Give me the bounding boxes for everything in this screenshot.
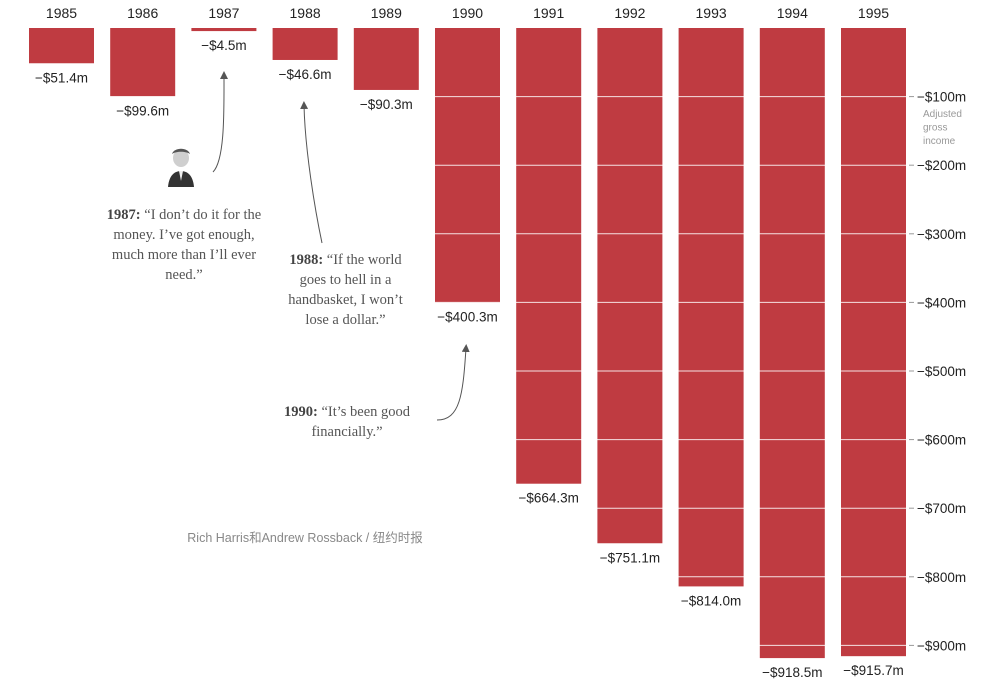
annotation-arrow-1987 xyxy=(212,71,229,173)
value-label-1987: −$4.5m xyxy=(201,38,246,53)
value-label-1994: −$918.5m xyxy=(762,665,822,680)
year-label-1995: 1995 xyxy=(858,5,889,21)
year-label-1990: 1990 xyxy=(452,5,483,21)
bar-1988 xyxy=(272,28,338,60)
y-tick-label: −$200m xyxy=(917,158,966,173)
y-tick-label: −$800m xyxy=(917,570,966,585)
year-label-1988: 1988 xyxy=(290,5,321,21)
annotation-1990: 1990: “It’s been good financially.” xyxy=(272,402,422,442)
y-tick-label: −$900m xyxy=(917,638,966,653)
bar-1989 xyxy=(353,28,419,90)
bar-1995 xyxy=(841,28,906,657)
value-label-1995: −$915.7m xyxy=(843,663,903,678)
year-label-1985: 1985 xyxy=(46,5,77,21)
bar-1993 xyxy=(678,28,744,587)
annotation-1990-year: 1990: xyxy=(283,404,318,420)
portrait-illustration xyxy=(168,148,194,187)
credit-line: Rich Harris和Andrew Rossback / 纽约时报 xyxy=(187,531,423,545)
bar-1985 xyxy=(29,28,94,64)
annotation-1990-text: “It’s been good financially.” xyxy=(311,404,411,440)
y-tick-label: −$500m xyxy=(917,364,966,379)
bar-1992 xyxy=(597,28,663,544)
year-label-1994: 1994 xyxy=(777,5,808,21)
annotation-1988-year: 1988: xyxy=(289,252,324,268)
annotation-1987-year: 1987: xyxy=(106,207,141,223)
year-label-1992: 1992 xyxy=(614,5,645,21)
y-tick-label: −$100m xyxy=(917,90,966,105)
y-tick-label: −$400m xyxy=(917,295,966,310)
annotation-1987: 1987: “I don’t do it for the money. I’ve… xyxy=(98,205,270,285)
value-label-1992: −$751.1m xyxy=(600,550,660,565)
bar-1986 xyxy=(110,28,176,97)
bar-1987 xyxy=(191,28,257,32)
bar-1991 xyxy=(516,28,582,484)
y-axis-label-line: Adjusted xyxy=(923,109,962,120)
value-label-1985: −$51.4m xyxy=(35,70,88,85)
y-axis-label-line: gross xyxy=(923,123,947,134)
value-label-1989: −$90.3m xyxy=(360,97,413,112)
year-label-1987: 1987 xyxy=(208,5,239,21)
value-label-1990: −$400.3m xyxy=(437,310,497,325)
year-label-1991: 1991 xyxy=(533,5,564,21)
annotation-1988-text: “If the world goes to hell in a handbask… xyxy=(288,252,403,328)
value-label-1991: −$664.3m xyxy=(518,491,578,506)
year-label-1989: 1989 xyxy=(371,5,402,21)
annotation-1987-text: “I don’t do it for the money. I’ve got e… xyxy=(111,207,262,283)
annotation-1988: 1988: “If the world goes to hell in a ha… xyxy=(278,250,413,330)
y-tick-label: −$600m xyxy=(917,433,966,448)
value-label-1986: −$99.6m xyxy=(116,103,169,118)
y-axis-label-line: income xyxy=(923,136,956,147)
value-label-1993: −$814.0m xyxy=(681,593,741,608)
year-label-1986: 1986 xyxy=(127,5,158,21)
annotation-arrow-1988 xyxy=(300,101,323,244)
value-label-1988: −$46.6m xyxy=(279,67,332,82)
year-label-1993: 1993 xyxy=(696,5,727,21)
y-tick-label: −$700m xyxy=(917,501,966,516)
annotation-arrow-1990 xyxy=(436,344,470,421)
bar-1994 xyxy=(759,28,825,659)
y-tick-label: −$300m xyxy=(917,227,966,242)
